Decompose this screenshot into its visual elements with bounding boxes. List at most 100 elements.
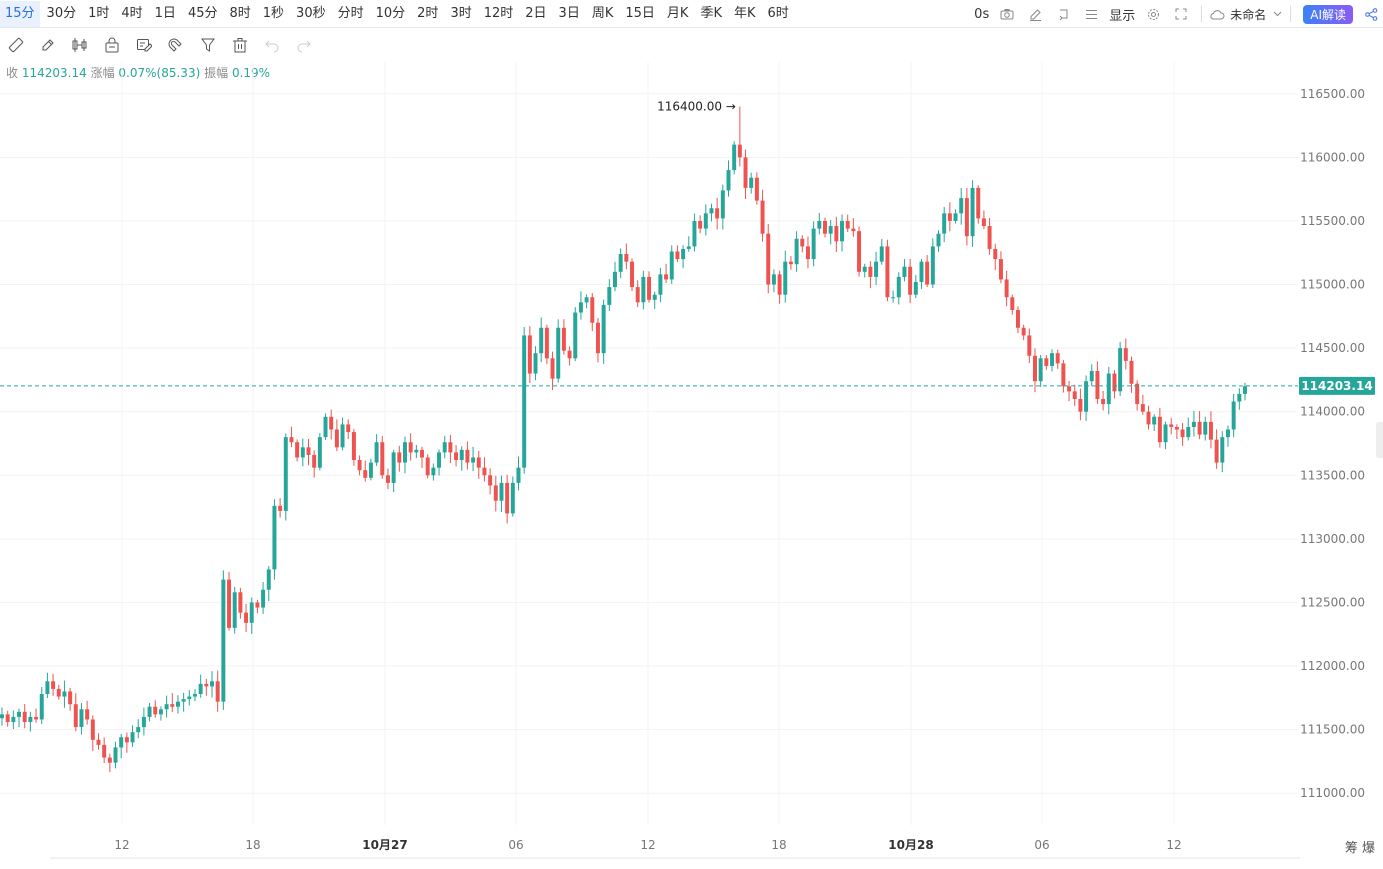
candle-body	[102, 744, 107, 758]
candle-body	[1180, 429, 1185, 438]
timeframe-12[interactable]: 3时	[450, 5, 472, 21]
seconds-label[interactable]: 0s	[974, 6, 990, 22]
redo-icon[interactable]	[288, 30, 320, 60]
candle-body	[908, 266, 913, 295]
fullscreen-icon[interactable]	[1167, 0, 1195, 28]
timeframe-8[interactable]: 30秒	[296, 5, 326, 21]
share-icon[interactable]	[1359, 0, 1383, 28]
candle-body	[289, 437, 294, 443]
timeframe-2[interactable]: 1时	[88, 5, 110, 21]
last-price-tag	[1299, 376, 1375, 395]
timeframe-13[interactable]: 12时	[483, 5, 514, 21]
candle-body	[1214, 439, 1219, 463]
candle-body	[1112, 373, 1117, 392]
candle-body	[153, 706, 158, 715]
timeframe-10[interactable]: 10分	[375, 5, 406, 21]
candle-body	[652, 294, 657, 300]
timeframe-15[interactable]: 3日	[558, 5, 580, 21]
timeframe-17[interactable]: 15日	[625, 5, 655, 21]
candle-body	[1095, 371, 1100, 399]
candle-body	[210, 681, 214, 687]
ruler-icon[interactable]	[0, 30, 32, 60]
timeframe-21[interactable]: 6时	[767, 5, 789, 21]
candle-body	[976, 187, 981, 219]
candle-body	[612, 271, 617, 288]
candle-body	[323, 416, 328, 438]
candle-body	[777, 274, 782, 295]
display-button[interactable]: 显示	[1109, 8, 1136, 24]
timeframe-6[interactable]: 8时	[229, 5, 251, 21]
candle-body	[1055, 353, 1060, 364]
candle-body	[647, 276, 652, 300]
timeframe-0[interactable]: 15分	[0, 0, 40, 27]
candle-body	[896, 276, 901, 298]
timeframe-bar: 15分 30分 1时 4时 1日 45分 8时 1秒 30秒 分时 10分 2时 3时 12时 2日 3日 周K…	[0, 0, 1383, 28]
timeframe-4[interactable]: 1日	[154, 5, 176, 21]
timeframe-14[interactable]: 2日	[525, 5, 547, 21]
replay-icon[interactable]	[1049, 0, 1077, 28]
right-panel-handle[interactable]	[1376, 422, 1383, 458]
settings-icon[interactable]	[1139, 0, 1167, 28]
timeframe-3[interactable]: 4时	[121, 5, 143, 21]
y-tick-label: 111000.00	[1300, 786, 1365, 800]
y-tick-label: 111500.00	[1300, 723, 1365, 737]
timeframe-7[interactable]: 1秒	[262, 5, 285, 21]
amplitude-label: 振幅	[204, 66, 229, 80]
timeframe-5[interactable]: 45分	[187, 5, 218, 21]
chevron-down-icon[interactable]	[1270, 0, 1284, 28]
candle-body	[686, 246, 691, 249]
candle-body	[942, 213, 947, 234]
undo-icon[interactable]	[256, 30, 288, 60]
camera-icon[interactable]	[993, 0, 1021, 28]
timeframe-9[interactable]: 分时	[337, 5, 364, 21]
candle-body	[39, 694, 44, 720]
candles-icon[interactable]	[64, 30, 96, 60]
timeframe-16[interactable]: 周K	[591, 5, 614, 21]
brush-icon[interactable]	[32, 30, 64, 60]
candle-body	[51, 681, 56, 689]
candle-body	[249, 602, 254, 623]
candle-body	[56, 688, 61, 697]
timeframe-1[interactable]: 30分	[46, 5, 77, 21]
candle-body	[919, 261, 924, 282]
y-tick-label: 115500.00	[1300, 214, 1365, 228]
candle-body	[62, 691, 67, 697]
candlestick-chart[interactable]: 111000.00 111500.00 112000.00 112500.00 1130…	[0, 62, 1383, 869]
trash-icon[interactable]	[224, 30, 256, 60]
timeframe-18[interactable]: 月K	[666, 5, 689, 21]
candle-body	[90, 719, 95, 740]
candle-body	[113, 747, 118, 763]
list-icon[interactable]	[1077, 0, 1105, 28]
magnet-icon[interactable]	[160, 30, 192, 60]
candle-body	[675, 251, 680, 260]
change-value: 0.07%(85.33)	[118, 66, 201, 80]
candle-body	[828, 226, 833, 234]
filter-icon[interactable]	[192, 30, 224, 60]
close-label: 收	[6, 66, 19, 80]
lock-icon[interactable]	[96, 30, 128, 60]
candle-body	[1197, 421, 1202, 435]
candle-body	[874, 261, 879, 277]
layout-name[interactable]: 未命名	[1230, 7, 1267, 22]
ohlc-status: 收 114203.14 涨幅 0.07%(85.33) 振幅 0.19%	[6, 64, 270, 81]
x-tick-label: 18	[771, 838, 786, 852]
candle-body	[539, 327, 544, 354]
candle-body	[749, 177, 754, 188]
candle-body	[556, 327, 561, 379]
timeframe-20[interactable]: 年K	[733, 5, 756, 21]
timeframe-19[interactable]: 季K	[700, 5, 722, 21]
candle-body	[448, 442, 453, 453]
corner-tools[interactable]: 筹 爆	[1344, 841, 1375, 856]
timeframe-11[interactable]: 2时	[417, 5, 439, 21]
candle-body	[170, 704, 175, 707]
candle-body	[374, 442, 379, 463]
candle-body	[1044, 358, 1049, 366]
edit-note-icon[interactable]	[128, 30, 160, 60]
candle-body	[981, 218, 986, 227]
pencil-icon[interactable]	[1021, 0, 1049, 28]
candle-body	[533, 353, 538, 374]
x-tick-label: 06	[508, 838, 523, 852]
candle-body	[635, 287, 640, 303]
x-tick-label: 10月27	[362, 838, 407, 852]
ai-interpret-button[interactable]: AI解读	[1303, 4, 1353, 24]
